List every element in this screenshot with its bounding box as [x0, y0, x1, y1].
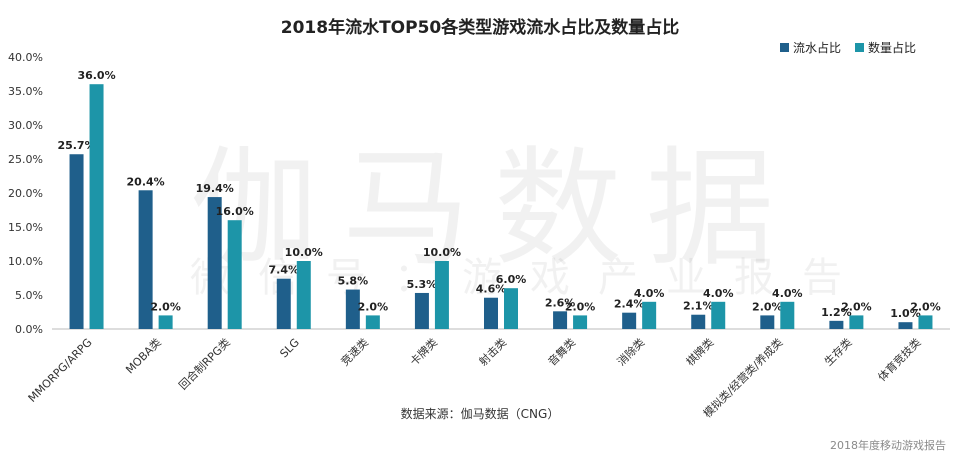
y-tick-label: 15.0% — [8, 221, 43, 234]
x-tick-label: 棋牌类 — [683, 335, 716, 368]
y-tick-label: 25.0% — [8, 153, 43, 166]
bar-count-share — [434, 261, 449, 329]
x-tick-label: 射击类 — [476, 335, 509, 368]
legend-label: 数量占比 — [868, 40, 916, 55]
data-label: 1.0% — [890, 307, 921, 320]
bar-revenue-share — [553, 311, 568, 329]
data-label: 2.4% — [614, 298, 645, 311]
bar-count-share — [227, 220, 242, 329]
legend-label: 流水占比 — [793, 40, 841, 55]
data-label: 1.2% — [821, 306, 852, 319]
bar-revenue-share — [414, 292, 429, 329]
y-tick-label: 0.0% — [15, 323, 43, 336]
data-label: 16.0% — [216, 205, 254, 218]
data-label: 4.0% — [634, 287, 665, 300]
bar-revenue-share — [622, 312, 637, 329]
bar-count-share — [918, 315, 933, 329]
bar-revenue-share — [760, 315, 775, 329]
data-label: 4.6% — [476, 283, 507, 296]
data-label: 20.4% — [127, 175, 165, 188]
data-label: 36.0% — [77, 69, 115, 82]
bar-count-share — [89, 84, 104, 329]
data-label: 10.0% — [285, 246, 323, 259]
footer-note: 2018年度移动游戏报告 — [830, 439, 946, 452]
data-label: 7.4% — [269, 264, 300, 277]
bar-revenue-share — [138, 190, 153, 329]
data-label: 10.0% — [423, 246, 461, 259]
legend-swatch — [855, 43, 864, 52]
bar-count-share — [642, 301, 657, 329]
bars: 25.7% 36.0% 20.4% 2.0% 19.4% 16.0% 7.4% 10.0% 5.… — [57, 69, 941, 329]
bar-count-share — [365, 315, 380, 329]
x-tick-label: 卡牌类 — [407, 335, 440, 368]
bar-count-share — [504, 288, 518, 329]
legend-swatch — [780, 43, 789, 52]
x-tick-label: 体育竞技类 — [875, 335, 924, 384]
y-tick-label: 20.0% — [8, 187, 43, 200]
data-label: 2.6% — [545, 296, 576, 309]
data-label: 5.8% — [338, 275, 369, 288]
bar-revenue-share — [207, 197, 222, 329]
y-tick-label: 35.0% — [8, 85, 43, 98]
bar-revenue-share — [345, 289, 360, 329]
y-axis: 0.0% 5.0% 10.0% 15.0% 20.0% 25.0% 30.0% 35.0% 40… — [8, 51, 950, 336]
data-label: 2.1% — [683, 300, 714, 313]
y-tick-label: 30.0% — [8, 119, 43, 132]
x-tick-label: 竞速类 — [338, 335, 371, 368]
x-tick-label: 消除类 — [614, 335, 647, 368]
bar-revenue-share — [691, 314, 706, 329]
data-label: 2.0% — [358, 300, 389, 313]
watermark: 伽马数据 — [190, 135, 799, 284]
data-label: 2.0% — [910, 300, 941, 313]
x-tick-label: 生存类 — [821, 335, 854, 368]
bar-revenue-share — [829, 320, 844, 329]
bar-count-share — [573, 315, 588, 329]
x-tick-label: SLG — [277, 336, 301, 360]
x-tick-label: 音舞类 — [545, 335, 578, 368]
bar-revenue-share — [69, 154, 84, 329]
bar-count-share — [711, 301, 726, 329]
data-label: 6.0% — [496, 273, 527, 286]
y-tick-label: 5.0% — [15, 289, 43, 302]
bar-count-share — [780, 301, 795, 329]
source-note: 数据来源：伽马数据（CNG） — [401, 406, 560, 421]
data-label: 4.0% — [772, 287, 803, 300]
data-label: 2.0% — [150, 300, 181, 313]
data-label: 2.0% — [752, 300, 783, 313]
bar-count-share — [296, 261, 311, 329]
bar-revenue-share — [276, 278, 291, 329]
bar-count-share — [158, 315, 173, 329]
bar-count-share — [849, 315, 864, 329]
data-label: 19.4% — [196, 182, 234, 195]
data-label: 2.0% — [841, 300, 872, 313]
data-label: 4.0% — [703, 287, 734, 300]
x-tick-label: MOBA类 — [123, 335, 164, 376]
x-tick-label: 回合制RPG类 — [176, 335, 233, 392]
legend: 流水占比 数量占比 — [780, 40, 916, 55]
data-label: 25.7% — [57, 139, 95, 152]
bar-revenue-share — [898, 322, 913, 329]
chart-title: 2018年流水TOP50各类型游戏流水占比及数量占比 — [281, 17, 679, 38]
data-label: 2.0% — [565, 300, 596, 313]
y-tick-label: 40.0% — [8, 51, 43, 64]
x-tick-label: MMORPG/ARPG — [26, 336, 95, 405]
data-label: 5.3% — [407, 278, 438, 291]
bar-revenue-share — [484, 297, 498, 329]
y-tick-label: 10.0% — [8, 255, 43, 268]
